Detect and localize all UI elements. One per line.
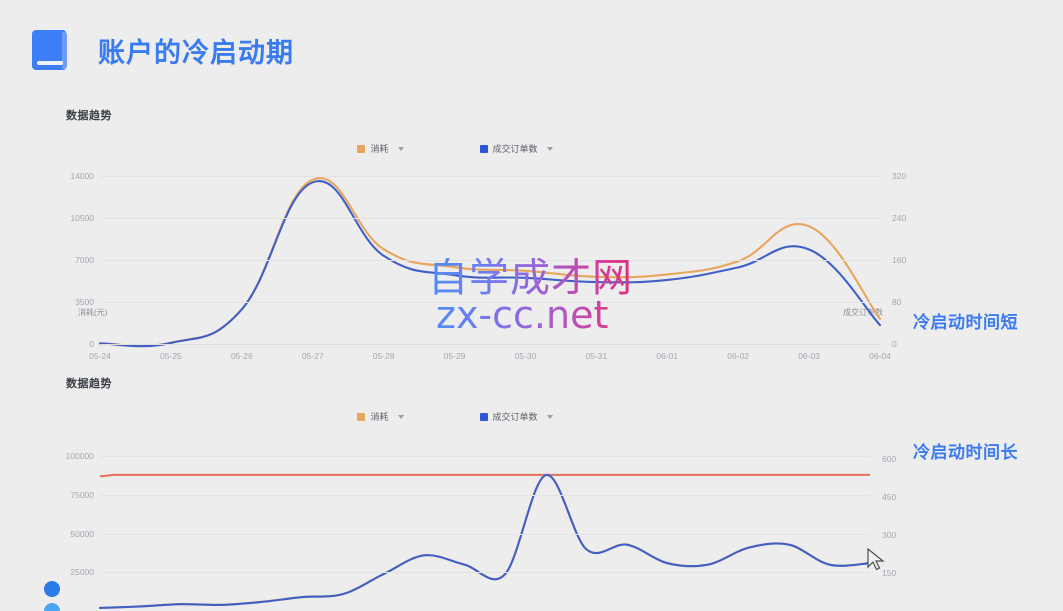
chart-top-curves [98, 176, 882, 348]
chevron-down-icon[interactable] [546, 146, 553, 151]
gridline [100, 344, 880, 345]
legend-label-consumption: 消耗 [370, 412, 389, 422]
gridline [100, 260, 880, 261]
page-title: 账户的冷启动期 [98, 37, 294, 68]
legend-swatch-consumption [357, 412, 366, 421]
legend-label-orders: 成交订单数 [492, 412, 538, 422]
page-header: 账户的冷启动期 [30, 28, 294, 72]
chevron-down-icon[interactable] [397, 146, 404, 151]
x-axis-tick-label: 05-24 [89, 351, 111, 361]
y-axis-tick-label: 7000 [75, 255, 94, 265]
legend-item-orders[interactable]: 成交订单数 [479, 142, 553, 155]
y2-axis-tick-label: 150 [882, 568, 897, 579]
chart-top-y2-axis-title: 成交订单数 [843, 308, 883, 317]
x-axis-tick-label: 06-02 [727, 351, 750, 361]
y-axis-tick-label: 100000 [65, 451, 94, 462]
x-axis-tick-label: 05-29 [443, 351, 466, 361]
y-axis-tick-label: 10500 [70, 213, 94, 223]
x-axis-tick-label: 05-31 [585, 351, 608, 361]
chart-top-legend: 消耗 成交订单数 [0, 142, 910, 155]
book-icon [30, 28, 72, 72]
gridline [100, 176, 880, 177]
series-line [98, 474, 872, 610]
y2-axis-tick-label: 600 [882, 454, 897, 465]
legend-item-consumption[interactable]: 消耗 [357, 410, 404, 423]
chart-bottom-legend: 消耗 成交订单数 [0, 410, 910, 423]
y2-axis-tick-label: 240 [892, 213, 907, 223]
gridline [100, 456, 870, 458]
x-axis-tick-label: 05-28 [372, 351, 395, 361]
annotation-long-coldstart: 冷启动时间长 [913, 443, 1018, 462]
x-axis-tick-label: 05-25 [160, 351, 182, 361]
y-axis-tick-label: 3500 [75, 297, 94, 307]
series-line [98, 180, 882, 348]
legend-label-orders: 成交订单数 [492, 144, 538, 154]
x-axis-tick-label: 05-27 [301, 351, 324, 361]
chevron-down-icon[interactable] [397, 414, 404, 419]
legend-item-orders[interactable]: 成交订单数 [479, 410, 553, 423]
legend-swatch-orders [479, 144, 488, 153]
y2-axis-tick-label: 300 [882, 530, 897, 541]
reference-line [99, 473, 870, 478]
section-label-bottom: 数据趋势 [66, 378, 112, 390]
bullet-dot-secondary [44, 603, 60, 611]
x-axis-tick-label: 06-01 [656, 351, 679, 361]
chart-top: 消耗 成交订单数 消耗(元) 成交订单数 0 3500 7000 10500 14000… [0, 132, 910, 372]
gridline [100, 533, 870, 535]
y2-axis-tick-label: 0 [892, 339, 897, 349]
annotation-short-coldstart: 冷启动时间短 [913, 313, 1018, 332]
chart-top-plot-area [98, 176, 882, 348]
chevron-down-icon[interactable] [546, 414, 553, 419]
gridline [100, 218, 880, 219]
legend-swatch-orders [479, 412, 488, 421]
x-axis-tick-label: 06-03 [798, 351, 820, 361]
y-axis-tick-label: 0 [89, 339, 94, 349]
y2-axis-tick-label: 80 [892, 297, 902, 307]
series-line [98, 176, 882, 347]
section-label-top: 数据趋势 [66, 110, 112, 122]
y-axis-tick-label: 25000 [70, 567, 94, 578]
x-axis-tick-label: 05-26 [230, 351, 253, 361]
mouse-pointer-icon [867, 548, 885, 571]
chart-bottom-curves [98, 473, 872, 610]
legend-label-consumption: 消耗 [370, 144, 389, 154]
chart-bottom: 消耗 成交订单数 消耗(元) 成交订单数 2500050000750001000… [0, 400, 910, 611]
y2-axis-tick-label: 320 [892, 171, 907, 181]
gridline [100, 572, 870, 574]
chart-bottom-plot-area [98, 444, 872, 611]
y-axis-tick-label: 14000 [70, 171, 94, 181]
x-axis-tick-label: 06-04 [869, 351, 891, 361]
chart-top-y-axis-title: 消耗(元) [78, 308, 108, 317]
gridline [100, 302, 880, 303]
y2-axis-tick-label: 450 [882, 492, 897, 503]
y2-axis-tick-label: 160 [892, 255, 907, 265]
x-axis-tick-label: 05-30 [514, 351, 537, 361]
y-axis-tick-label: 50000 [70, 528, 94, 539]
legend-item-consumption[interactable]: 消耗 [357, 142, 404, 155]
gridline [100, 495, 870, 497]
bullet-dot-primary [44, 581, 60, 597]
legend-swatch-consumption [357, 144, 366, 153]
y-axis-tick-label: 75000 [70, 490, 94, 501]
